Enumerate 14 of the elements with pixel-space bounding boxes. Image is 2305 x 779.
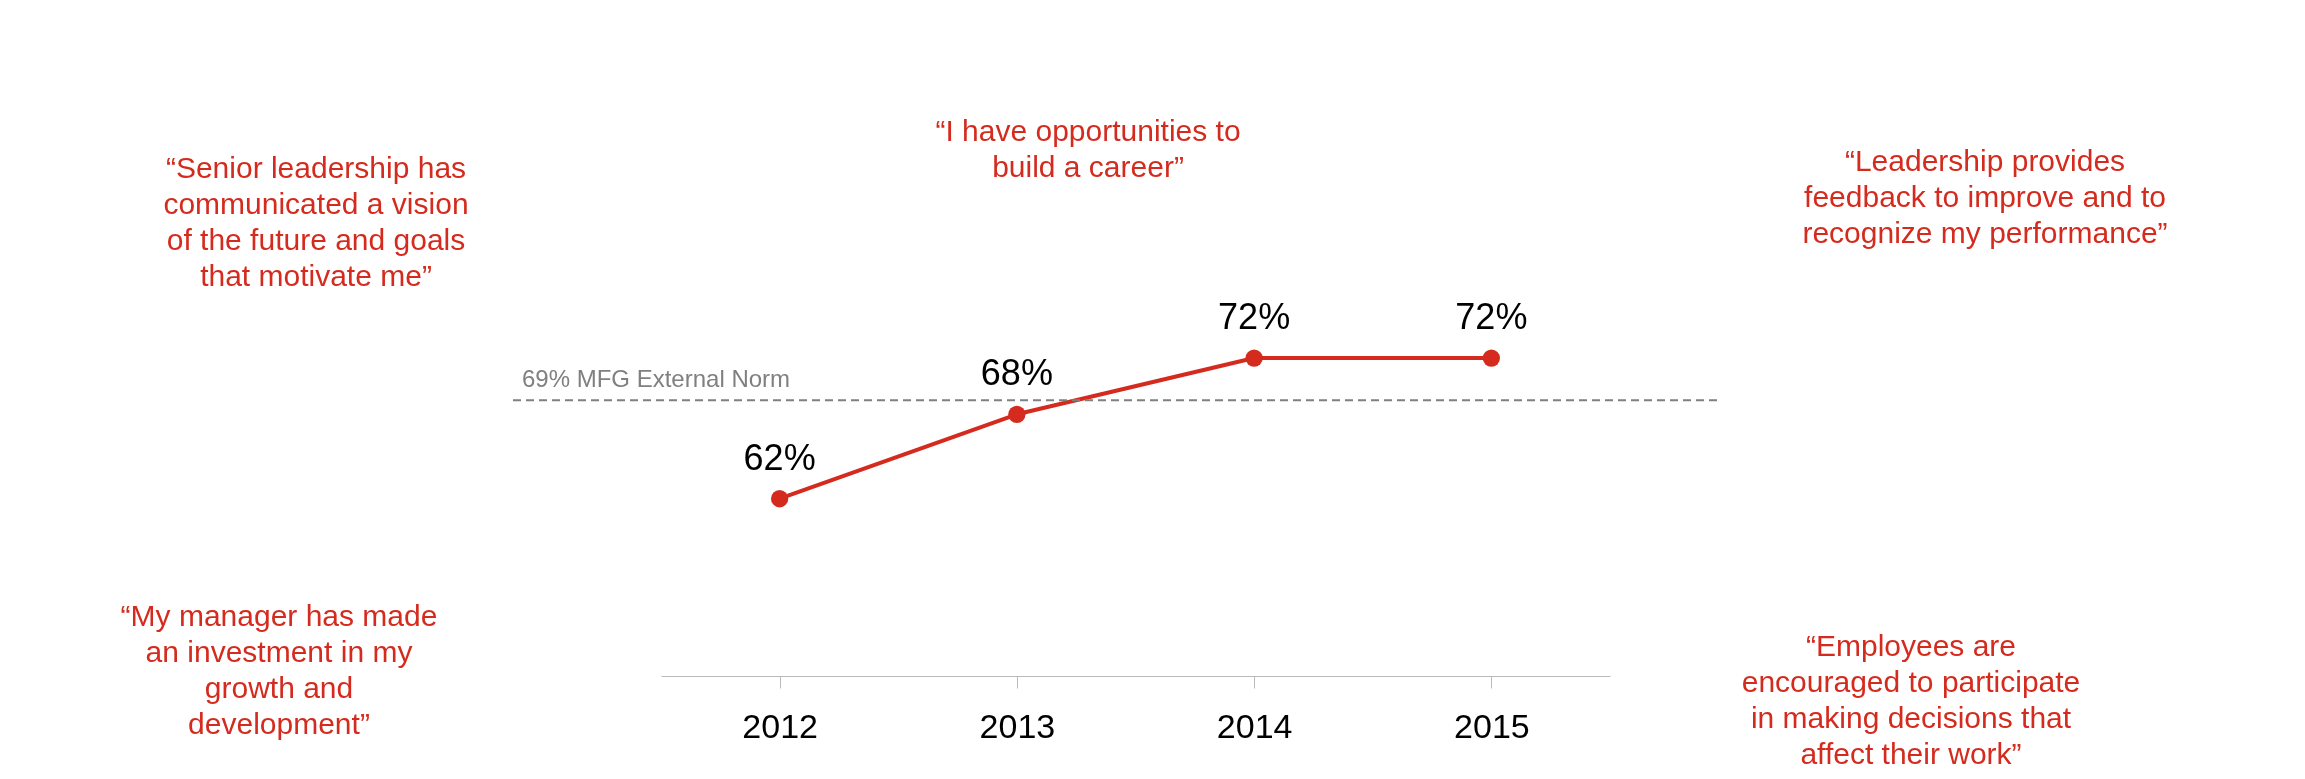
x-tick-label: 2013 (979, 706, 1056, 745)
ref-line-label: 69% MFG External Norm (522, 365, 791, 393)
text: “Leadership provides feedback to improve and to recognize my performance” (1802, 144, 2168, 249)
data-label: 72% (1455, 296, 1528, 338)
x-tick-label: 2012 (742, 706, 818, 745)
text: “Senior leadership has communicated a vision of the future and goals that motivate me” (163, 151, 469, 292)
x-tick-label: 2015 (1454, 706, 1530, 745)
data-label: 62% (743, 436, 816, 478)
data-label: 72% (1218, 296, 1291, 338)
text: “I have opportunities to build a career” (935, 114, 1241, 183)
x-tick-label: 2014 (1216, 706, 1293, 745)
text: “My manager has made an investment in my growth and development” (120, 599, 438, 740)
text: “Employees are encouraged to participate in making decisions that affect their work” (1741, 629, 2081, 770)
data-label: 68% (980, 352, 1053, 394)
